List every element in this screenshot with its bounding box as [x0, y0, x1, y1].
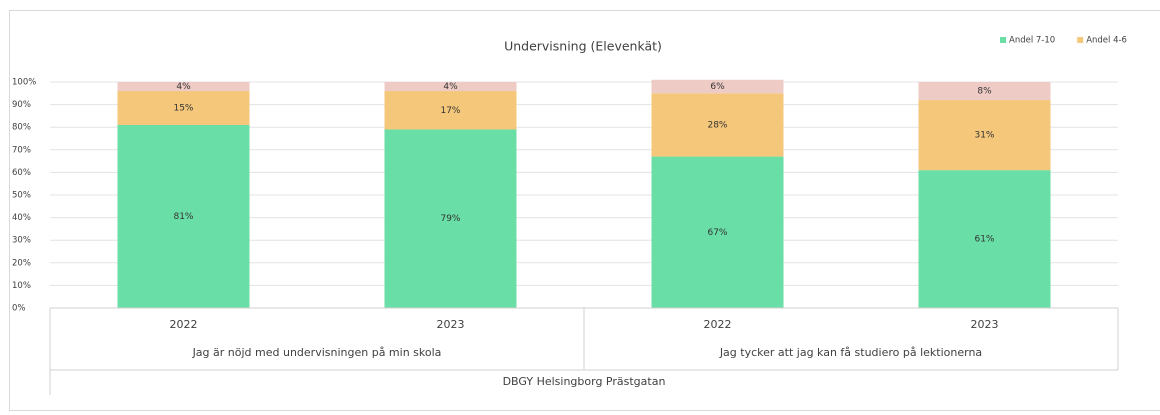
group-label: Jag tycker att jag kan få studiero på le…	[719, 346, 982, 359]
data-label: 15%	[173, 103, 193, 113]
x-tick-label: 2023	[971, 318, 999, 331]
data-label: 28%	[707, 120, 727, 130]
legend-swatch	[1000, 37, 1006, 43]
bar-segment	[651, 156, 784, 308]
y-tick-label: 10%	[12, 281, 31, 291]
y-tick-label: 80%	[12, 123, 31, 133]
y-tick-label: 40%	[12, 213, 31, 223]
y-tick-label: 0%	[12, 304, 26, 314]
legend-swatch	[1077, 37, 1084, 43]
chart-title: Undervisning (Elevenkät)	[504, 39, 662, 54]
data-label: 8%	[977, 87, 992, 97]
y-tick-label: 90%	[12, 100, 31, 110]
x-tick-label: 2022	[170, 318, 198, 331]
bar-segment	[918, 82, 1051, 101]
y-tick-label: 70%	[12, 145, 31, 155]
x-tick-label: 2023	[437, 318, 465, 331]
bar-segment	[117, 91, 250, 125]
legend-label: Andel 7-10	[1009, 36, 1055, 46]
data-label: 4%	[176, 82, 191, 92]
y-tick-label: 60%	[12, 168, 31, 178]
y-tick-label: 30%	[12, 236, 31, 246]
data-label: 79%	[440, 214, 460, 224]
bar-segment	[651, 93, 784, 157]
bar-segment	[117, 124, 250, 308]
data-label: 4%	[443, 82, 458, 92]
y-tick-label: 100%	[12, 78, 36, 88]
bar-segment	[918, 170, 1051, 308]
group-label: Jag är nöjd med undervisningen på min sk…	[192, 346, 442, 359]
data-label: 6%	[710, 82, 725, 92]
bar-segment	[651, 79, 784, 94]
super-label: DBGY Helsingborg Prästgatan	[503, 375, 666, 388]
bar-segment	[384, 82, 517, 92]
data-label: 17%	[440, 106, 460, 116]
legend-label: Andel 4-6	[1086, 36, 1127, 46]
bar-segment	[384, 129, 517, 308]
data-label: 61%	[974, 235, 994, 245]
bar-segment	[117, 82, 250, 92]
bar-segment	[918, 100, 1051, 171]
y-tick-label: 50%	[12, 191, 31, 201]
data-label: 67%	[707, 228, 727, 238]
data-label: 31%	[974, 131, 994, 141]
bar-segment	[384, 91, 517, 130]
data-label: 81%	[173, 212, 193, 222]
x-tick-label: 2022	[704, 318, 732, 331]
y-tick-label: 20%	[12, 258, 31, 268]
